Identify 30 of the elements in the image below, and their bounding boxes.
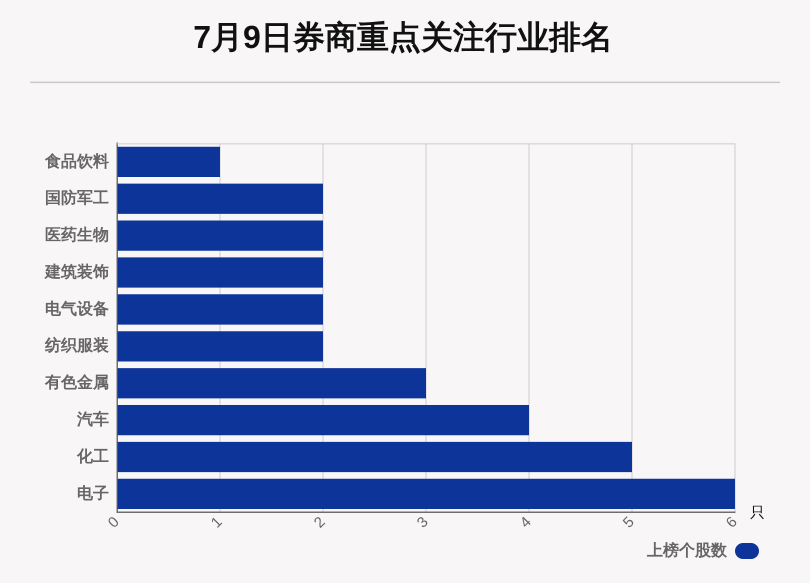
x-tick-label: 2 — [310, 513, 329, 532]
bar — [118, 478, 735, 510]
y-tick-label: 有色金属 — [44, 374, 109, 392]
y-tick-label: 电子 — [77, 484, 109, 502]
x-tick-label: 4 — [516, 513, 535, 532]
y-tick-label: 医药生物 — [45, 226, 109, 244]
x-tick-label: 1 — [208, 513, 226, 532]
y-tick-label: 化工 — [76, 447, 109, 466]
y-tick-label: 汽车 — [76, 410, 109, 429]
bar — [118, 368, 426, 398]
x-tick-label: 0 — [104, 513, 123, 532]
y-tick-label: 国防军工 — [45, 189, 109, 208]
bar — [118, 220, 323, 251]
bar — [118, 146, 220, 177]
bar — [118, 331, 323, 362]
chart-title: 7月9日券商重点关注行业排名 — [193, 19, 613, 56]
x-tick-label: 3 — [414, 513, 432, 532]
y-tick-label: 电气设备 — [45, 300, 109, 318]
bar — [118, 294, 323, 325]
y-tick-label: 建筑装饰 — [43, 262, 109, 281]
bar — [118, 405, 529, 436]
bar — [118, 184, 323, 214]
bar — [118, 442, 632, 472]
bar — [118, 257, 323, 288]
x-axis-title: 只 — [750, 504, 765, 522]
legend-label: 上榜个股数 — [646, 541, 728, 560]
x-tick-label: 6 — [722, 513, 741, 532]
y-tick-label: 食品饮料 — [44, 152, 109, 170]
y-tick-label: 纺织服装 — [44, 336, 109, 355]
x-tick-label: 5 — [620, 513, 638, 532]
